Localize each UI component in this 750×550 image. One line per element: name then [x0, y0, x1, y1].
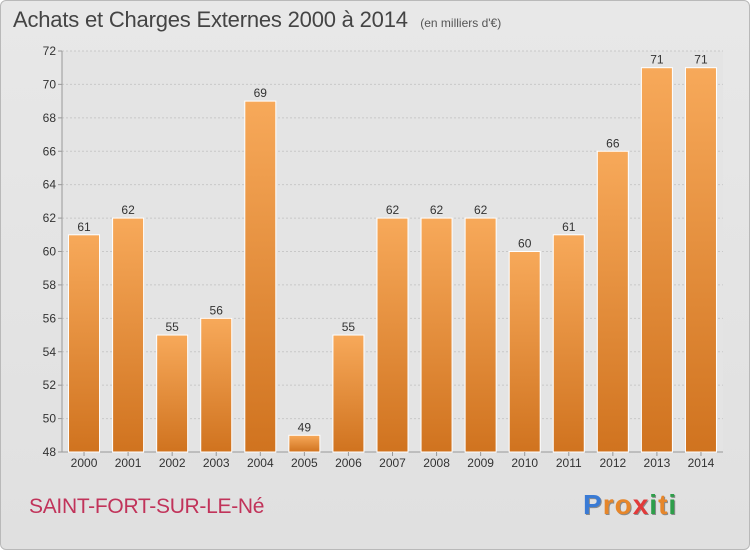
bar [156, 334, 189, 453]
bar [112, 217, 145, 453]
chart-subtitle: (en milliers d'€) [420, 16, 502, 30]
bar-value-label: 60 [518, 237, 532, 251]
commune-name: SAINT-FORT-SUR-LE-Né [29, 495, 265, 518]
x-tick-label: 2009 [467, 456, 494, 470]
bar-value-label: 71 [650, 53, 664, 67]
bar [596, 150, 629, 453]
logo-letter: o [614, 489, 633, 520]
y-tick-label: 62 [43, 211, 57, 225]
bar-value-label: 56 [210, 303, 224, 317]
bar [200, 317, 233, 453]
x-tick-label: 2001 [115, 456, 142, 470]
x-tick-label: 2011 [556, 456, 582, 470]
title-row: Achats et Charges Externes 2000 à 2014 (… [13, 7, 501, 33]
x-tick-label: 2012 [599, 456, 626, 470]
bar [640, 67, 673, 453]
bar-value-label: 55 [165, 320, 179, 334]
bar-value-label: 69 [254, 86, 268, 100]
bar [420, 217, 453, 453]
y-tick-label: 52 [43, 378, 57, 392]
logo-letter: t [658, 489, 669, 520]
bar-value-label: 62 [430, 203, 444, 217]
x-tick-label: 2005 [291, 456, 318, 470]
logo-letter: x [632, 489, 650, 520]
bar [332, 334, 365, 453]
x-tick-label: 2008 [423, 456, 450, 470]
y-tick-label: 60 [43, 245, 57, 259]
bar [376, 217, 409, 453]
y-tick-label: 68 [43, 111, 57, 125]
bar-value-label: 61 [77, 220, 91, 234]
x-tick-label: 2003 [203, 456, 230, 470]
x-tick-label: 2013 [644, 456, 671, 470]
x-tick-label: 2010 [511, 456, 538, 470]
logo-letter: r [602, 489, 615, 520]
y-tick-label: 48 [43, 445, 57, 459]
y-tick-label: 70 [43, 77, 57, 91]
bar [552, 234, 585, 453]
y-tick-label: 56 [43, 311, 57, 325]
bar [288, 434, 321, 453]
x-tick-label: 2014 [688, 456, 715, 470]
bar [684, 67, 717, 453]
bar-value-label: 49 [298, 420, 312, 434]
logo-letter: P [583, 489, 603, 520]
bar-value-label: 62 [474, 203, 488, 217]
bar-value-label: 66 [606, 136, 620, 150]
x-tick-label: 2006 [335, 456, 362, 470]
chart-title: Achats et Charges Externes 2000 à 2014 [13, 7, 408, 32]
logo-letter: i [649, 489, 659, 520]
x-tick-label: 2000 [71, 456, 98, 470]
y-tick-label: 50 [43, 412, 57, 426]
proxiti-logo: Proxiti [583, 489, 677, 521]
bar-value-label: 71 [694, 53, 708, 67]
bar-value-label: 61 [562, 220, 576, 234]
bar [244, 100, 277, 453]
y-tick-label: 54 [43, 345, 57, 359]
bar [508, 251, 541, 453]
bar-value-label: 62 [121, 203, 135, 217]
y-tick-label: 64 [43, 178, 57, 192]
y-tick-label: 66 [43, 144, 57, 158]
bar [68, 234, 101, 453]
logo-letter: i [668, 489, 678, 520]
bar-value-label: 62 [386, 203, 400, 217]
y-tick-label: 72 [43, 44, 57, 58]
bar [464, 217, 497, 453]
bar-value-label: 55 [342, 320, 356, 334]
x-tick-label: 2002 [159, 456, 186, 470]
y-tick-label: 58 [43, 278, 57, 292]
x-tick-label: 2007 [379, 456, 406, 470]
x-tick-label: 2004 [247, 456, 274, 470]
